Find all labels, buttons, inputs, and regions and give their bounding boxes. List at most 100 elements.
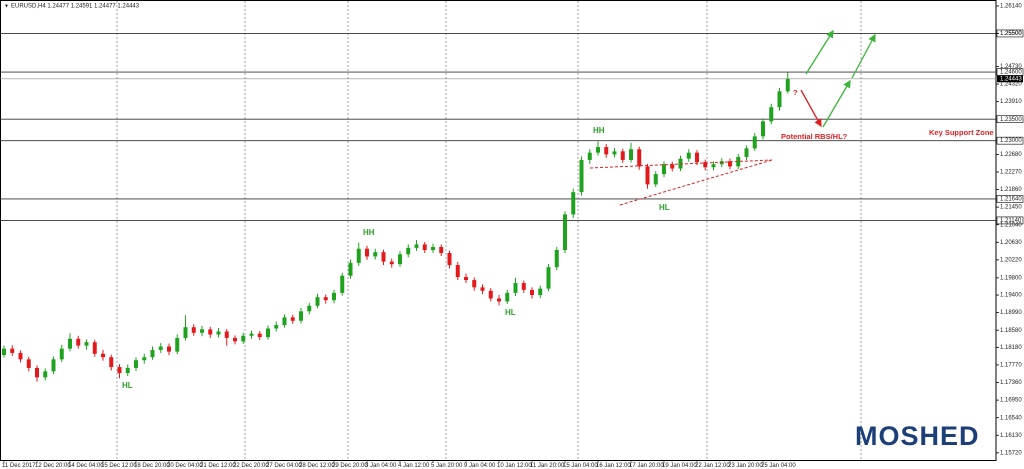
annotation: HL: [659, 203, 670, 212]
candle-body: [530, 289, 534, 296]
candle-body: [208, 329, 213, 335]
candle-body: [554, 250, 559, 268]
candle-body: [695, 152, 699, 163]
plot-frame: [0, 0, 997, 461]
candle-body: [142, 357, 147, 361]
y-tick-label: 1.24730: [1000, 64, 1022, 70]
candle-body: [505, 292, 510, 302]
candle-body: [35, 367, 39, 378]
y-tick-label: 1.23910: [1000, 99, 1022, 105]
y-tick-label: 1.22680: [1000, 152, 1022, 158]
x-tick-label: 16 Jan 12:00: [596, 463, 631, 469]
x-tick-label: 12 Dec 20:00: [35, 463, 71, 469]
x-tick-label: 29 Dec 20:00: [332, 463, 368, 469]
candle-body: [620, 151, 625, 160]
menu-icon: ▼: [4, 3, 9, 9]
candle-body: [604, 147, 609, 155]
candle-body: [761, 121, 765, 137]
x-tick-label: 15 Jan 04:00: [563, 463, 598, 469]
candle-body: [464, 277, 468, 281]
level-label: 1.25500: [1000, 31, 1022, 37]
candle-body: [728, 161, 732, 167]
candle-body: [596, 147, 600, 153]
candle-body: [59, 348, 64, 360]
y-tick-label: 1.18580: [1000, 328, 1022, 334]
candle-body: [282, 317, 287, 326]
candle-body: [711, 164, 716, 168]
candle-body: [76, 338, 81, 346]
candle-body: [777, 91, 782, 108]
level-label: 1.21640: [1000, 197, 1022, 203]
y-tick-label: 1.18180: [1000, 345, 1022, 351]
candle-body: [200, 329, 204, 333]
candle-body: [266, 328, 270, 338]
candle-body: [398, 254, 402, 265]
y-tick-label: 1.17770: [1000, 363, 1022, 369]
level-label: 1.21140: [1000, 218, 1022, 224]
x-tick-label: 4 Jan 12:00: [398, 463, 430, 469]
candle-body: [307, 305, 312, 312]
level-label-box: [996, 195, 1024, 203]
candle-body: [579, 159, 584, 193]
level-label: 1.23500: [1000, 117, 1022, 123]
candle-body: [447, 253, 452, 266]
candle-body: [332, 292, 336, 301]
candle-body: [703, 162, 708, 168]
candle-body: [587, 152, 592, 160]
candle-body: [257, 333, 262, 338]
annotation: HL: [122, 381, 133, 390]
candle-body: [406, 247, 411, 255]
y-tick-label: 1.18990: [1000, 310, 1022, 316]
candle-body: [769, 107, 774, 122]
candle-body: [414, 244, 419, 248]
candle-body: [356, 248, 361, 263]
annotation: HL: [505, 308, 516, 317]
candle-body: [521, 283, 526, 290]
candle-body: [51, 359, 56, 372]
x-tick-label: 21 Dec 12:00: [200, 463, 236, 469]
candle-body: [785, 78, 790, 92]
candle-body: [125, 367, 130, 374]
candle-body: [233, 337, 237, 342]
y-tick-label: 1.19800: [1000, 275, 1022, 281]
candle-body: [744, 148, 749, 157]
candle-body: [323, 297, 328, 301]
period-separators: [116, 1, 862, 460]
x-tick-label: 15 Dec 12:00: [101, 463, 137, 469]
candle-body: [290, 317, 295, 321]
candle-body: [109, 357, 114, 368]
candle-body: [191, 327, 196, 333]
candle-body: [167, 346, 171, 352]
y-tick-label: 1.16130: [1000, 433, 1022, 439]
y-tick-label: 1.19400: [1000, 293, 1022, 299]
y-tick-label: 1.21040: [1000, 222, 1022, 228]
y-tick-label: 1.26140: [1000, 4, 1022, 10]
x-tick-label: 27 Dec 04:00: [266, 463, 302, 469]
x-tick-label: 5 Jan 20:00: [431, 463, 463, 469]
candle-body: [497, 298, 501, 302]
annotation: HH: [593, 126, 605, 135]
y-tick-label: 1.24320: [1000, 82, 1022, 88]
y-tick-label: 1.21450: [1000, 205, 1022, 211]
y-tick-label: 1.25500: [1000, 31, 1022, 37]
candle-body: [513, 283, 518, 293]
x-tick-label: 22 Dec 20:00: [233, 463, 269, 469]
candle-body: [612, 151, 617, 155]
x-tick-label: 23 Jan 20:00: [728, 463, 763, 469]
y-tick-label: 1.16540: [1000, 415, 1022, 421]
y-tick-label: 1.16950: [1000, 398, 1022, 404]
candle-body: [175, 337, 180, 352]
candle-body: [92, 342, 97, 354]
candles: [2, 72, 790, 382]
candle-body: [736, 156, 741, 167]
candle-body: [274, 325, 279, 329]
y-tick-label: 1.21860: [1000, 187, 1022, 193]
candle-body: [299, 311, 303, 321]
candle-body: [439, 247, 444, 254]
x-tick-label: 19 Jan 04:00: [662, 463, 697, 469]
candle-body: [84, 342, 89, 346]
candle-body: [150, 349, 155, 358]
x-tick-label: 9 Jan 04:00: [464, 463, 496, 469]
